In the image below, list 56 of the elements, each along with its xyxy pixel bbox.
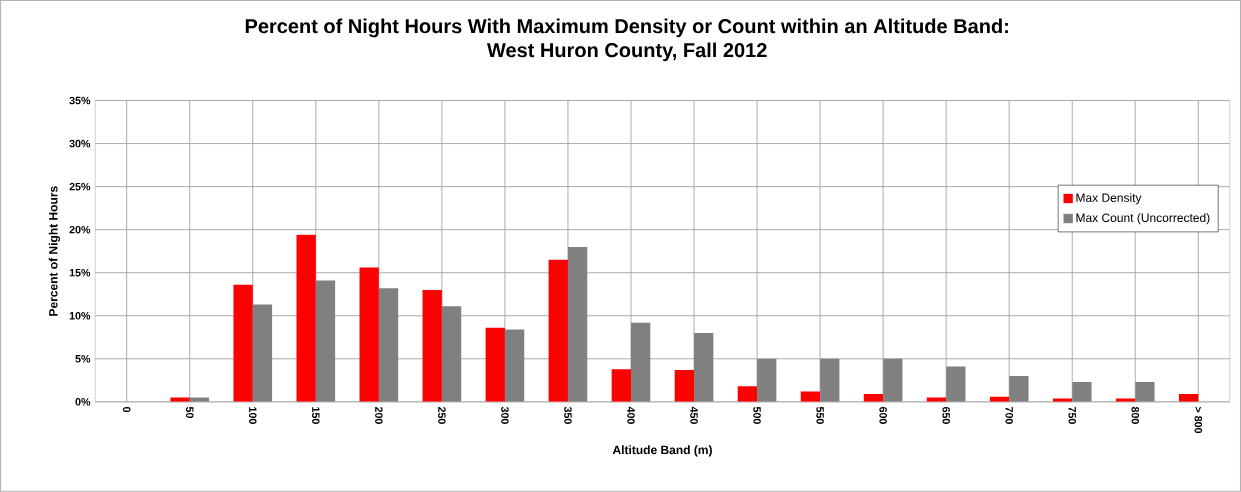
x-tick-label: 100: [249, 407, 257, 425]
x-tick-label: 450: [690, 406, 698, 425]
bar: [378, 288, 399, 402]
x-tick-label: 400: [627, 406, 635, 425]
bar: [757, 358, 777, 402]
bar: [233, 284, 253, 402]
bar: [883, 358, 903, 402]
bar: [296, 234, 316, 402]
legend-label: Max Count (Uncorrected): [1076, 213, 1210, 225]
x-tick-label: 300: [501, 406, 509, 425]
y-tick-label: 25%: [69, 182, 91, 191]
bar: [694, 333, 714, 402]
y-tick-label: 5%: [75, 355, 91, 363]
bar: [630, 322, 651, 402]
bar: [674, 370, 695, 402]
bar: [485, 327, 505, 402]
bar: [441, 306, 462, 402]
y-tick-label: 20%: [69, 226, 91, 234]
y-tick-label: 0%: [75, 398, 91, 406]
bar: [611, 369, 631, 402]
x-tick-label: 650: [942, 407, 950, 425]
x-tick-label: 0: [122, 407, 131, 413]
x-tick-label: 600: [879, 407, 887, 425]
legend-label: Max Density: [1076, 193, 1142, 205]
x-tick-label: 500: [753, 407, 761, 425]
y-axis-title: Percent of Night Hours: [48, 186, 60, 316]
x-tick-label: 800: [1131, 407, 1140, 425]
bar: [422, 290, 442, 402]
y-tick-label: 15%: [69, 269, 91, 277]
bar: [548, 259, 568, 402]
chart-subtitle: West Huron County, Fall 2012: [486, 42, 767, 62]
bar: [1135, 382, 1155, 402]
bar: [820, 358, 840, 402]
bar: [315, 280, 336, 402]
x-tick-label: 150: [312, 407, 320, 425]
x-tick-label: 50: [185, 407, 194, 419]
x-tick-label: 200: [375, 407, 383, 425]
x-tick-label: 700: [1005, 407, 1013, 425]
bar: [946, 366, 966, 402]
x-tick-label: 550: [816, 407, 824, 425]
x-tick-label: 250: [438, 407, 446, 425]
y-tick-label: 35%: [69, 96, 91, 105]
y-tick-label: 10%: [69, 312, 91, 320]
bar: [1072, 382, 1092, 402]
bar: [737, 386, 758, 402]
chart-title: Percent of Night Hours With Maximum Density or Count within an Altitude Band:: [245, 18, 1008, 38]
y-tick-label: 30%: [69, 139, 91, 148]
bar: [1009, 376, 1029, 402]
x-tick-label: 750: [1068, 407, 1076, 425]
x-axis-title: Altitude Band (m): [612, 445, 712, 457]
x-tick-label: > 800: [1194, 407, 1203, 434]
bar: [252, 304, 273, 402]
x-tick-label: 350: [564, 406, 572, 425]
bar: [504, 329, 525, 402]
bar: [359, 267, 379, 402]
bar: [567, 247, 588, 402]
